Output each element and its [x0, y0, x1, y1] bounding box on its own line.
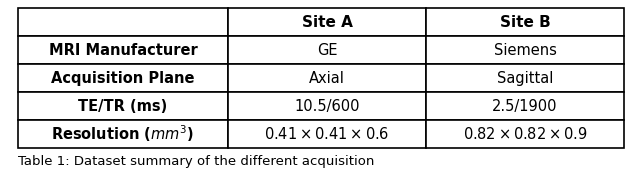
- Bar: [426, 36, 624, 64]
- Text: TE/TR (ms): TE/TR (ms): [78, 99, 168, 114]
- Bar: [18, 92, 228, 120]
- Text: Acquisition Plane: Acquisition Plane: [51, 70, 195, 85]
- Text: Resolution ($mm^3$): Resolution ($mm^3$): [51, 124, 195, 144]
- Bar: [18, 8, 228, 36]
- Text: Table 1: Dataset summary of the different acquisition: Table 1: Dataset summary of the differen…: [18, 155, 374, 168]
- Bar: [228, 8, 426, 36]
- Bar: [18, 120, 228, 148]
- Text: 10.5/600: 10.5/600: [294, 99, 360, 114]
- Text: Siemens: Siemens: [493, 42, 556, 57]
- Text: Axial: Axial: [309, 70, 345, 85]
- Bar: [426, 8, 624, 36]
- Bar: [18, 36, 228, 64]
- Text: 2.5/1900: 2.5/1900: [492, 99, 557, 114]
- Text: $0.82 \times 0.82 \times 0.9$: $0.82 \times 0.82 \times 0.9$: [463, 126, 588, 142]
- Text: Site B: Site B: [500, 15, 550, 30]
- Bar: [426, 92, 624, 120]
- Bar: [228, 36, 426, 64]
- Text: Sagittal: Sagittal: [497, 70, 553, 85]
- Bar: [426, 120, 624, 148]
- Bar: [426, 64, 624, 92]
- Text: Site A: Site A: [301, 15, 353, 30]
- Text: $0.41 \times 0.41 \times 0.6$: $0.41 \times 0.41 \times 0.6$: [264, 126, 390, 142]
- Bar: [228, 64, 426, 92]
- Text: MRI Manufacturer: MRI Manufacturer: [49, 42, 197, 57]
- Bar: [18, 64, 228, 92]
- Bar: [228, 92, 426, 120]
- Text: GE: GE: [317, 42, 337, 57]
- Bar: [228, 120, 426, 148]
